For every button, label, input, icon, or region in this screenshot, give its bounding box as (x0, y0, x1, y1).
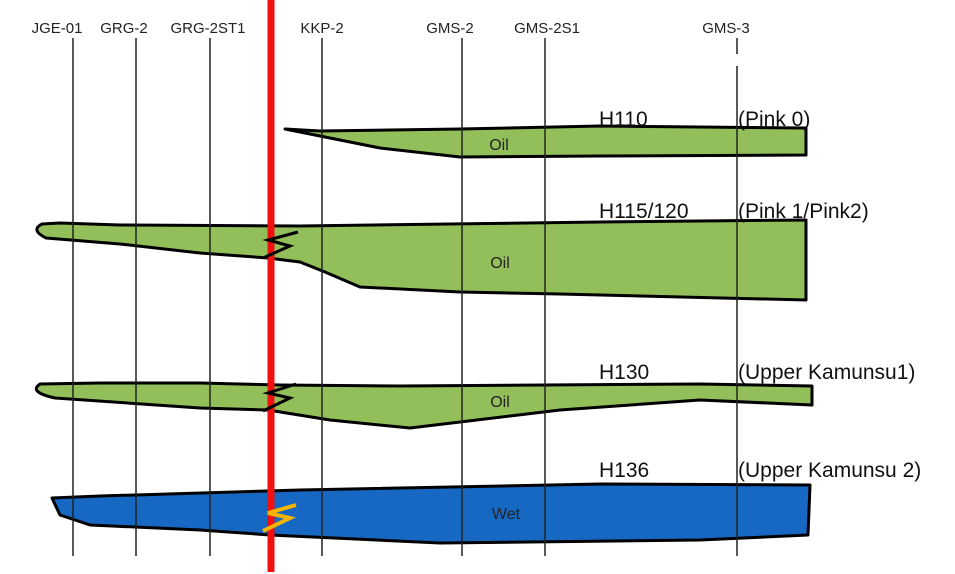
fluid-label: Oil (490, 255, 510, 272)
well-label: GRG-2ST1 (170, 20, 245, 37)
horizon-name: H130 (599, 361, 649, 384)
well-lines (72, 38, 738, 556)
layer-h130 (34, 381, 814, 430)
unit-name: (Upper Kamunsu 2) (738, 459, 921, 482)
fluid-label: Oil (489, 137, 509, 154)
well-label: GMS-2S1 (514, 20, 580, 37)
well-label: KKP-2 (300, 20, 343, 37)
well-labels: JGE-01 GRG-2 GRG-2ST1 KKP-2 GMS-2 GMS-2S… (32, 20, 750, 37)
well-label: GMS-2 (426, 20, 474, 37)
fault-zigzags (262, 230, 299, 533)
fluid-label: Wet (492, 506, 521, 523)
unit-name: (Pink 0) (738, 108, 810, 131)
horizon-name: H115/120 (599, 200, 689, 223)
layer-h115 (35, 218, 808, 302)
well-label: GMS-3 (702, 20, 750, 37)
horizon-name: H110 (599, 108, 648, 131)
zigzag (262, 382, 297, 413)
layer-h136 (50, 482, 812, 545)
well-label: JGE-01 (32, 20, 83, 37)
zigzag (262, 230, 299, 260)
zigzag (262, 503, 297, 533)
layers (34, 124, 814, 545)
fluid-labels: Oil Oil Oil Wet (489, 137, 520, 523)
horizon-name: H136 (599, 459, 649, 482)
unit-name: (Upper Kamunsu1) (738, 361, 915, 384)
well-label: GRG-2 (100, 20, 148, 37)
unit-name: (Pink 1/Pink2) (738, 200, 869, 223)
horizon-labels: H110 (Pink 0) H115/120 (Pink 1/Pink2) H1… (599, 108, 921, 482)
fluid-label: Oil (490, 394, 510, 411)
